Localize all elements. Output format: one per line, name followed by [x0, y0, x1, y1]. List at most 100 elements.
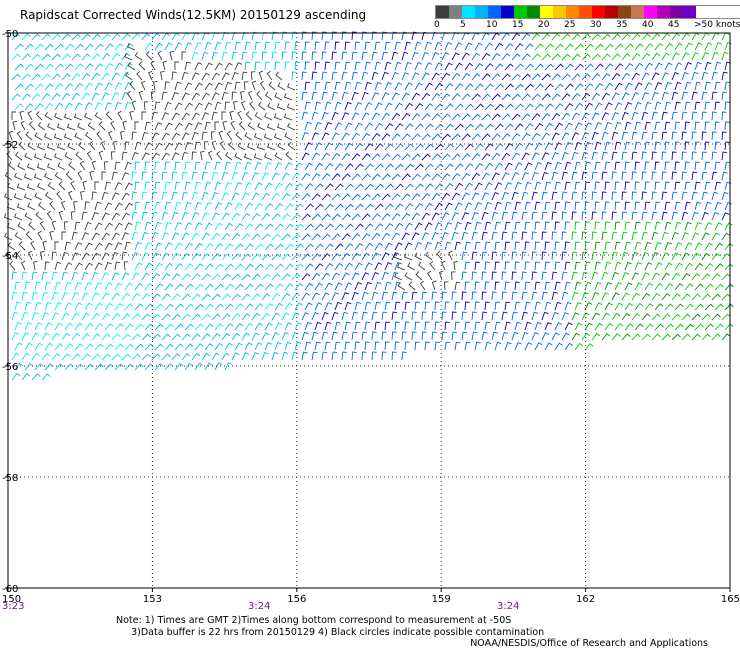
wind-barb [551, 73, 561, 81]
wind-barb [674, 121, 681, 131]
wind-barb [124, 323, 134, 331]
wind-barb [364, 301, 371, 311]
wind-barb [601, 231, 607, 241]
wind-barb [204, 222, 213, 231]
wind-barb [201, 273, 211, 281]
wind-barb [31, 271, 38, 281]
wind-barb [564, 261, 571, 271]
wind-barb [224, 62, 233, 71]
wind-barb [98, 121, 106, 131]
wind-barb [331, 213, 341, 221]
wind-barb [491, 93, 501, 101]
wind-barb [384, 301, 391, 311]
wind-barb [56, 190, 63, 201]
wind-barb [114, 202, 123, 211]
wind-barb [334, 183, 344, 191]
wind-barb [224, 41, 232, 51]
wind-barb [464, 301, 470, 311]
wind-barb [601, 73, 611, 81]
wind-barb [84, 363, 94, 371]
wind-barb [101, 53, 111, 61]
wind-barb [444, 123, 454, 131]
wind-barb [134, 121, 139, 131]
wind-barb [77, 122, 86, 131]
wind-barb [394, 82, 403, 91]
wind-barb [404, 272, 413, 281]
wind-barb [171, 132, 180, 141]
credit-line: NOAA/NESDIS/Office of Research and Appli… [470, 638, 708, 649]
wind-barb [364, 242, 374, 251]
wind-barb [331, 71, 338, 81]
wind-barb [16, 203, 26, 211]
wind-barb [551, 112, 561, 121]
wind-barb [651, 272, 660, 281]
wind-barb [704, 81, 711, 91]
wind-barb [261, 192, 270, 201]
wind-barb [571, 251, 577, 261]
scale-swatch-6 [514, 6, 527, 18]
scale-swatch-9 [553, 6, 566, 18]
wind-barb [724, 283, 734, 291]
wind-barb [704, 42, 713, 51]
wind-barb [334, 223, 344, 231]
wind-barb [247, 122, 256, 131]
wind-barb [464, 62, 474, 71]
wind-barb [671, 52, 680, 61]
wind-barb [314, 121, 322, 131]
wind-barb [521, 32, 531, 41]
wind-barb [47, 163, 56, 171]
wind-barb [544, 142, 553, 151]
wind-barb [94, 282, 103, 291]
wind-barb [484, 261, 490, 271]
wind-barb [571, 53, 581, 61]
wind-barb [691, 293, 701, 301]
wind-barb [491, 251, 497, 261]
wind-barb [11, 111, 16, 120]
wind-barb [624, 282, 633, 291]
wind-barb [714, 283, 724, 291]
wind-barb [101, 92, 110, 101]
wind-barb [281, 312, 290, 321]
wind-barb [54, 153, 63, 161]
wind-barb [494, 241, 501, 251]
wind-barb [251, 172, 260, 181]
wind-barb [394, 222, 404, 231]
wind-barb [121, 192, 130, 201]
wind-barb [291, 273, 301, 281]
wind-barb [661, 333, 671, 341]
wind-barb [151, 293, 161, 301]
wind-barb [654, 323, 664, 331]
wind-barb [504, 341, 512, 351]
wind-barb [471, 251, 478, 261]
wind-barb [291, 351, 298, 361]
wind-barb [351, 51, 358, 61]
wind-barb [393, 253, 403, 261]
wind-barb [324, 142, 333, 151]
wind-barb [381, 193, 391, 201]
wind-barb [75, 151, 83, 161]
wind-barb [454, 42, 463, 51]
wind-barb [245, 111, 253, 121]
wind-barb [254, 223, 264, 231]
wind-barb [291, 51, 297, 61]
wind-barb [664, 201, 671, 211]
wind-barb [114, 101, 122, 111]
wind-barb [261, 332, 270, 341]
wind-barb [514, 63, 524, 71]
wind-barb [250, 71, 256, 81]
wind-barb [201, 293, 211, 301]
wind-barb [681, 313, 691, 321]
wind-barb [704, 283, 714, 291]
wind-barb [564, 122, 573, 131]
wind-barb [671, 131, 677, 141]
wind-barb [224, 181, 232, 191]
wind-barb [511, 211, 518, 221]
wind-barb [234, 81, 241, 91]
wind-barb [664, 303, 674, 311]
wind-barb [624, 102, 632, 111]
wind-barb [454, 123, 464, 131]
wind-barb [524, 201, 531, 211]
wind-barb [664, 262, 673, 271]
wind-barb [391, 291, 398, 301]
wind-barb [254, 112, 263, 121]
